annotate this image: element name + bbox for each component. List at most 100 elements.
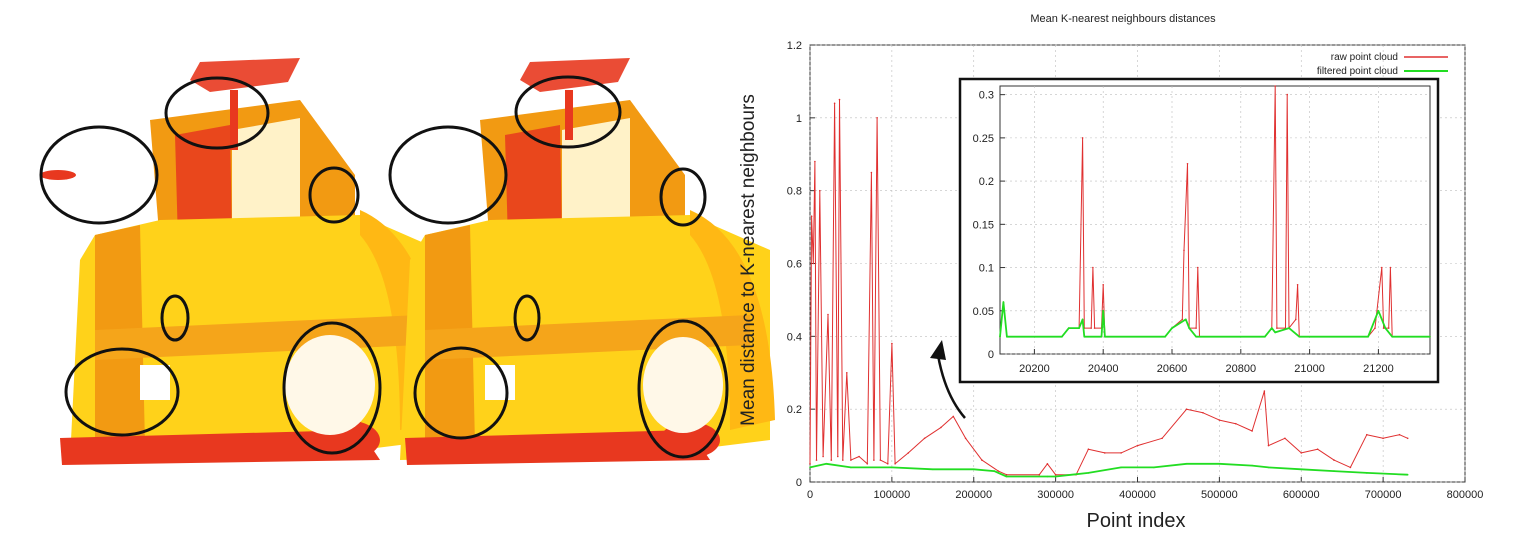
data-point bbox=[1367, 335, 1369, 338]
series-filtered bbox=[999, 301, 1431, 338]
zoom-arrow bbox=[936, 354, 966, 419]
data-point bbox=[1197, 266, 1199, 269]
x-tick-label: 20200 bbox=[1019, 363, 1050, 375]
data-point bbox=[876, 117, 878, 119]
y-tick-label: 0.8 bbox=[787, 186, 802, 198]
zoom-arrow-head bbox=[930, 340, 946, 360]
data-point bbox=[830, 459, 833, 461]
data-point bbox=[815, 459, 818, 461]
y-tick-labels: 0 0.2 0.4 0.6 0.8 1 1.2 bbox=[787, 40, 802, 489]
x-tick-label: 20400 bbox=[1088, 363, 1119, 375]
series-lines bbox=[809, 98, 1409, 478]
series-raw bbox=[809, 98, 1409, 476]
data-point bbox=[887, 463, 889, 465]
data-point bbox=[1164, 335, 1166, 338]
data-point bbox=[1092, 266, 1094, 269]
highlight-circle bbox=[514, 75, 622, 149]
x-tick-label: 20600 bbox=[1157, 363, 1188, 375]
data-point bbox=[1387, 327, 1390, 329]
data-point bbox=[1300, 468, 1303, 471]
data-point bbox=[964, 437, 967, 440]
data-point bbox=[1186, 163, 1189, 165]
y-tick-label: 0.1 bbox=[979, 263, 994, 275]
cloud-wall-gap bbox=[643, 337, 723, 433]
data-point bbox=[1104, 335, 1106, 338]
data-point bbox=[822, 455, 824, 458]
y-tick-label: 0 bbox=[988, 349, 994, 361]
data-point bbox=[1333, 459, 1335, 461]
x-tick-labels: 0 100000 200000 300000 400000 500000 600000 700… bbox=[807, 489, 1483, 501]
data-point bbox=[1264, 335, 1266, 338]
data-point bbox=[1104, 452, 1106, 454]
data-point bbox=[1006, 335, 1008, 338]
data-point bbox=[1263, 390, 1266, 392]
x-tick-label: 200000 bbox=[955, 489, 992, 501]
data-point bbox=[1195, 335, 1197, 338]
data-point bbox=[819, 189, 821, 192]
data-point bbox=[1298, 335, 1301, 338]
cloud-noise bbox=[40, 170, 76, 180]
x-tick-label: 300000 bbox=[1037, 489, 1074, 501]
y-tick-label: 0 bbox=[796, 477, 802, 489]
data-point bbox=[923, 437, 926, 440]
data-point bbox=[809, 463, 811, 465]
data-point bbox=[1391, 335, 1393, 338]
data-point bbox=[1100, 335, 1103, 338]
x-tick-label: 600000 bbox=[1283, 489, 1320, 501]
data-point bbox=[1374, 327, 1376, 329]
data-point bbox=[1300, 452, 1303, 454]
series-line bbox=[999, 301, 1430, 338]
data-point bbox=[1271, 327, 1273, 329]
data-point bbox=[1218, 419, 1221, 421]
y-axis-label: Mean distance to K-nearest neighbours bbox=[738, 94, 759, 426]
highlight-circle bbox=[659, 167, 707, 227]
inset-x-tick-labels: 20200 20400 20600 20800 21000 21200 bbox=[1019, 363, 1394, 375]
data-point bbox=[1078, 327, 1080, 329]
data-point bbox=[1136, 444, 1139, 447]
x-tick-label: 0 bbox=[807, 489, 813, 501]
cloud-upper-doors bbox=[505, 125, 562, 242]
data-point bbox=[1120, 452, 1122, 454]
data-point bbox=[1202, 412, 1204, 414]
data-point bbox=[1068, 327, 1070, 329]
data-point bbox=[837, 455, 839, 458]
data-point bbox=[1276, 327, 1278, 329]
highlight-circle bbox=[39, 125, 159, 225]
y-tick-label: 0.4 bbox=[787, 331, 802, 343]
data-point bbox=[1406, 473, 1409, 476]
data-point bbox=[1081, 318, 1084, 321]
data-point bbox=[1054, 473, 1057, 476]
data-point bbox=[940, 426, 942, 429]
cloud-wall-gap bbox=[285, 335, 375, 435]
data-point bbox=[812, 262, 815, 265]
inset-chart: 20200 20400 20600 20800 21000 21200 00.050.10… bbox=[958, 77, 1440, 384]
highlight-circle bbox=[164, 76, 270, 150]
data-point bbox=[866, 463, 869, 465]
cloud-noise bbox=[230, 90, 238, 150]
y-tick-label: 0.2 bbox=[979, 176, 994, 188]
data-point bbox=[1377, 310, 1380, 312]
highlight-circles bbox=[388, 75, 729, 459]
data-point bbox=[1288, 327, 1290, 329]
data-point bbox=[810, 215, 813, 217]
data-point bbox=[1005, 475, 1008, 478]
y-tick-label: 0.6 bbox=[787, 259, 802, 271]
y-tick-label: 0.3 bbox=[979, 90, 994, 102]
data-point bbox=[932, 468, 934, 471]
legend: raw point cloud filtered point cloud bbox=[1317, 52, 1448, 77]
data-point bbox=[1333, 470, 1335, 472]
data-point bbox=[879, 459, 882, 461]
highlight-circle bbox=[308, 166, 360, 224]
data-point bbox=[891, 466, 893, 469]
x-tick-label: 800000 bbox=[1447, 489, 1484, 501]
cloud-top-ledge bbox=[520, 58, 630, 92]
data-point bbox=[1389, 266, 1392, 269]
data-point bbox=[1120, 466, 1122, 469]
highlight-circle bbox=[282, 321, 382, 455]
data-point bbox=[997, 470, 1000, 472]
highlight-circle bbox=[637, 319, 729, 459]
inset-y-tick-labels: 0 0.05 0.1 0.15 0.2 0.25 0.3 bbox=[973, 90, 994, 361]
data-point bbox=[1090, 327, 1092, 329]
main-chart: Mean K-nearest neighbours distances 0 100… bbox=[738, 13, 1483, 532]
data-point bbox=[1161, 437, 1163, 440]
